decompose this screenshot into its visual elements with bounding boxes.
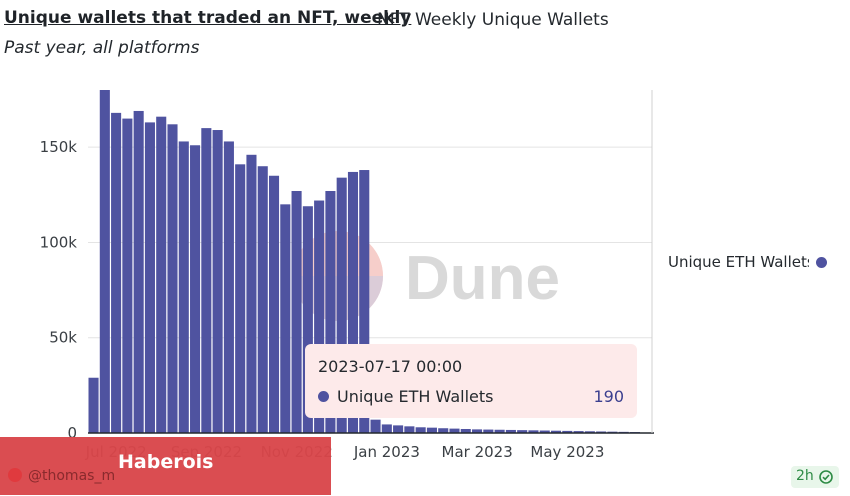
tooltip-series-dot-icon (318, 391, 329, 402)
legend-dot-icon (816, 257, 827, 268)
chart-legend[interactable]: Unique ETH Wallets (668, 253, 840, 273)
bar-7[interactable] (167, 124, 178, 434)
chart-subtitle: Past year, all platforms (4, 38, 200, 58)
handle-text: @thomas_m (28, 468, 116, 484)
avatar-icon (8, 468, 22, 482)
bar-1[interactable] (99, 90, 110, 433)
author-handle[interactable]: @thomas_m (8, 468, 115, 484)
bar-8[interactable] (178, 141, 189, 433)
y-tick-label-1: 50k (49, 329, 77, 347)
bar-12[interactable] (223, 141, 234, 433)
age-text: 2h (796, 468, 814, 484)
chart-tooltip: 2023-07-17 00:00 Unique ETH Wallets 190 (305, 344, 637, 418)
bar-5[interactable] (144, 122, 155, 434)
bar-38[interactable] (517, 430, 528, 433)
bar-27[interactable] (393, 425, 404, 433)
bar-17[interactable] (280, 204, 291, 433)
bar-28[interactable] (404, 426, 415, 433)
bar-39[interactable] (528, 430, 539, 433)
author-name: Haberois (118, 451, 214, 473)
bar-41[interactable] (550, 430, 562, 433)
bar-34[interactable] (472, 429, 483, 433)
bar-2[interactable] (111, 112, 122, 433)
y-tick-label-0: 0 (67, 424, 77, 442)
bar-36[interactable] (494, 429, 505, 433)
bar-25[interactable] (370, 419, 381, 433)
bar-26[interactable] (381, 424, 392, 433)
bar-45[interactable] (596, 431, 607, 433)
tooltip-value: 190 (593, 387, 624, 406)
bar-15[interactable] (257, 166, 268, 433)
tooltip-series-name: Unique ETH Wallets (337, 387, 494, 406)
bar-32[interactable] (449, 428, 460, 433)
chart-title[interactable]: Unique wallets that traded an NFT, weekl… (4, 8, 412, 28)
tooltip-date: 2023-07-17 00:00 (318, 357, 463, 376)
bar-20[interactable] (314, 200, 325, 433)
x-tick-label-5: May 2023 (530, 443, 604, 461)
bar-18[interactable] (291, 190, 302, 433)
bar-0[interactable] (88, 377, 99, 433)
bar-31[interactable] (438, 428, 449, 433)
bar-6[interactable] (156, 116, 167, 433)
query-name: NFT Weekly Unique Wallets (377, 10, 609, 30)
bar-3[interactable] (122, 118, 133, 433)
bar-10[interactable] (201, 128, 212, 433)
bar-16[interactable] (268, 175, 280, 433)
watermark-text: Dune (405, 244, 560, 313)
y-tick-label-3: 150k (40, 138, 78, 156)
refresh-age-badge[interactable]: 2h (791, 466, 839, 488)
bar-14[interactable] (246, 154, 257, 434)
legend-label: Unique ETH Wallets (668, 253, 809, 271)
bar-19[interactable] (302, 206, 313, 433)
bar-43[interactable] (573, 431, 584, 433)
bar-21[interactable] (325, 190, 336, 433)
bar-30[interactable] (426, 427, 437, 433)
bar-24[interactable] (359, 170, 370, 434)
bar-42[interactable] (562, 430, 573, 433)
bar-35[interactable] (483, 429, 494, 433)
bar-37[interactable] (505, 429, 516, 433)
author-banner[interactable]: Haberois (0, 437, 331, 495)
bar-11[interactable] (212, 130, 223, 433)
bar-29[interactable] (415, 427, 426, 433)
bar-23[interactable] (347, 171, 359, 433)
bar-40[interactable] (539, 430, 550, 433)
check-circle-icon (819, 470, 833, 484)
bar-44[interactable] (584, 431, 595, 433)
x-tick-label-3: Jan 2023 (353, 443, 420, 461)
y-tick-label-2: 100k (40, 233, 78, 251)
bar-4[interactable] (133, 110, 144, 433)
bar-9[interactable] (190, 145, 201, 433)
bar-22[interactable] (336, 177, 347, 433)
x-tick-label-4: Mar 2023 (442, 443, 513, 461)
bar-33[interactable] (460, 428, 471, 433)
bar-13[interactable] (235, 164, 246, 434)
